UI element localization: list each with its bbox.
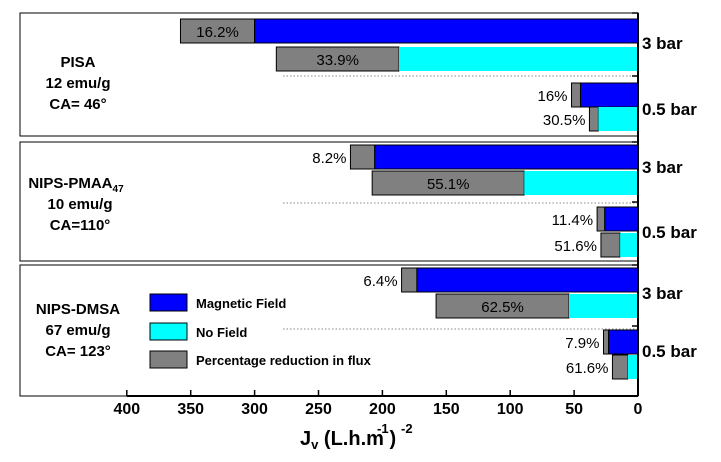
x-axis: 400 350 300 250 200 150 100 50 0 Jv (L.h.m )-1 -2 — [113, 12, 643, 452]
reduction-bar-mag-2-0 — [401, 267, 418, 293]
legend: Magnetic Field No Field Percentage reducti… — [149, 293, 372, 369]
nofield-bar-1-0 — [524, 171, 638, 195]
magnetic-bar-1-1 — [604, 206, 639, 232]
legend-swatch-reduction — [149, 350, 188, 369]
reduction-bar-mag-1-0 — [349, 144, 376, 170]
nofield-bar-2-0 — [568, 294, 638, 318]
panel-name-1: NIPS-PMAA47 — [28, 175, 124, 195]
nof-reduction-label-0-1: 30.5% — [543, 112, 586, 129]
mag-reduction-label-1-0: 8.2% — [312, 150, 346, 167]
nof-reduction-label-1-1: 51.6% — [554, 238, 597, 255]
nof-reduction-label-2-0: 62.5% — [481, 299, 524, 316]
x-tick-label-100: 100 — [497, 401, 524, 418]
nofield-bar-0-0 — [399, 47, 638, 71]
pressure-label-2-1: 0.5 bar — [642, 342, 697, 361]
pressure-label-0-1: 0.5 bar — [642, 100, 697, 119]
x-axis-label-sup1: -1 — [377, 421, 389, 436]
pressure-label-2-0: 3 bar — [642, 284, 683, 303]
reduction-bar-mag-2-1 — [602, 329, 610, 355]
magnetic-bar-2-0 — [416, 267, 639, 293]
x-tick-label-400: 400 — [113, 401, 140, 418]
magnetic-bar-0-0 — [254, 18, 639, 44]
panel-info-2-0: 67 emu/g — [45, 322, 110, 339]
x-tick-label-0: 0 — [634, 401, 643, 418]
mag-reduction-label-0-0: 16.2% — [196, 24, 239, 41]
x-tick-label-200: 200 — [369, 401, 396, 418]
legend-label-reduction: Percentage reduction in flux — [196, 353, 372, 368]
panel-info-0-0: 12 emu/g — [45, 75, 110, 92]
magnetic-bar-0-1 — [579, 82, 639, 108]
panel-info-0-1: CA= 46° — [49, 96, 106, 113]
nofield-bar-0-1 — [598, 107, 638, 131]
nof-reduction-label-1-0: 55.1% — [427, 176, 470, 193]
magnetic-bar-2-1 — [608, 329, 639, 355]
magnetic-bar-1-0 — [374, 144, 639, 170]
panel-info-1-1: CA=110° — [50, 217, 111, 234]
reduction-bar-mag-0-1 — [571, 82, 581, 108]
legend-swatch-magnetic — [149, 293, 188, 312]
pressure-label-0-0: 3 bar — [642, 34, 683, 53]
x-tick-label-300: 300 — [241, 401, 268, 418]
bars-layer — [179, 18, 639, 380]
x-tick-label-250: 250 — [305, 401, 332, 418]
reduction-bar-mag-0-0 — [179, 18, 256, 44]
reduction-bar-nof-2-0 — [435, 293, 570, 319]
reduction-bar-nof-2-1 — [611, 354, 629, 380]
mag-reduction-label-2-0: 6.4% — [363, 273, 397, 290]
legend-label-nofield: No Field — [196, 325, 247, 340]
nofield-bar-1-1 — [620, 233, 638, 257]
panel-name-2: NIPS-DMSA — [36, 301, 120, 318]
reduction-bar-nof-1-1 — [600, 232, 621, 258]
nof-reduction-label-0-0: 33.9% — [316, 52, 359, 69]
x-axis-label-sup2: -2 — [401, 421, 413, 436]
nof-reduction-label-2-1: 61.6% — [566, 360, 609, 377]
mag-reduction-label-0-1: 16% — [538, 88, 568, 105]
pressure-label-1-0: 3 bar — [642, 158, 683, 177]
x-tick-label-150: 150 — [433, 401, 460, 418]
reduction-bar-nof-0-0 — [275, 46, 400, 72]
reduction-bar-nof-0-1 — [588, 106, 599, 132]
text-layer: PISA 12 emu/g CA= 46° 16.2% 33.9% 3 bar 16% 30.… — [28, 24, 697, 377]
reduction-bar-mag-1-1 — [596, 206, 606, 232]
mag-reduction-label-1-1: 11.4% — [552, 212, 593, 229]
mag-reduction-label-2-1: 7.9% — [565, 335, 599, 352]
pressure-label-1-1: 0.5 bar — [642, 223, 697, 242]
x-tick-label-50: 50 — [565, 401, 583, 418]
legend-label-magnetic: Magnetic Field — [196, 296, 286, 311]
x-axis-label: Jv (L.h.m ) — [300, 428, 396, 452]
legend-swatch-nofield — [149, 322, 188, 341]
panel-info-1-0: 10 emu/g — [47, 196, 112, 213]
x-tick-label-350: 350 — [177, 401, 204, 418]
panel-info-2-1: CA= 123° — [45, 343, 111, 360]
nofield-bar-2-1 — [627, 355, 638, 379]
reduction-bar-nof-1-0 — [371, 170, 525, 196]
panel-name-0: PISA — [60, 54, 95, 71]
